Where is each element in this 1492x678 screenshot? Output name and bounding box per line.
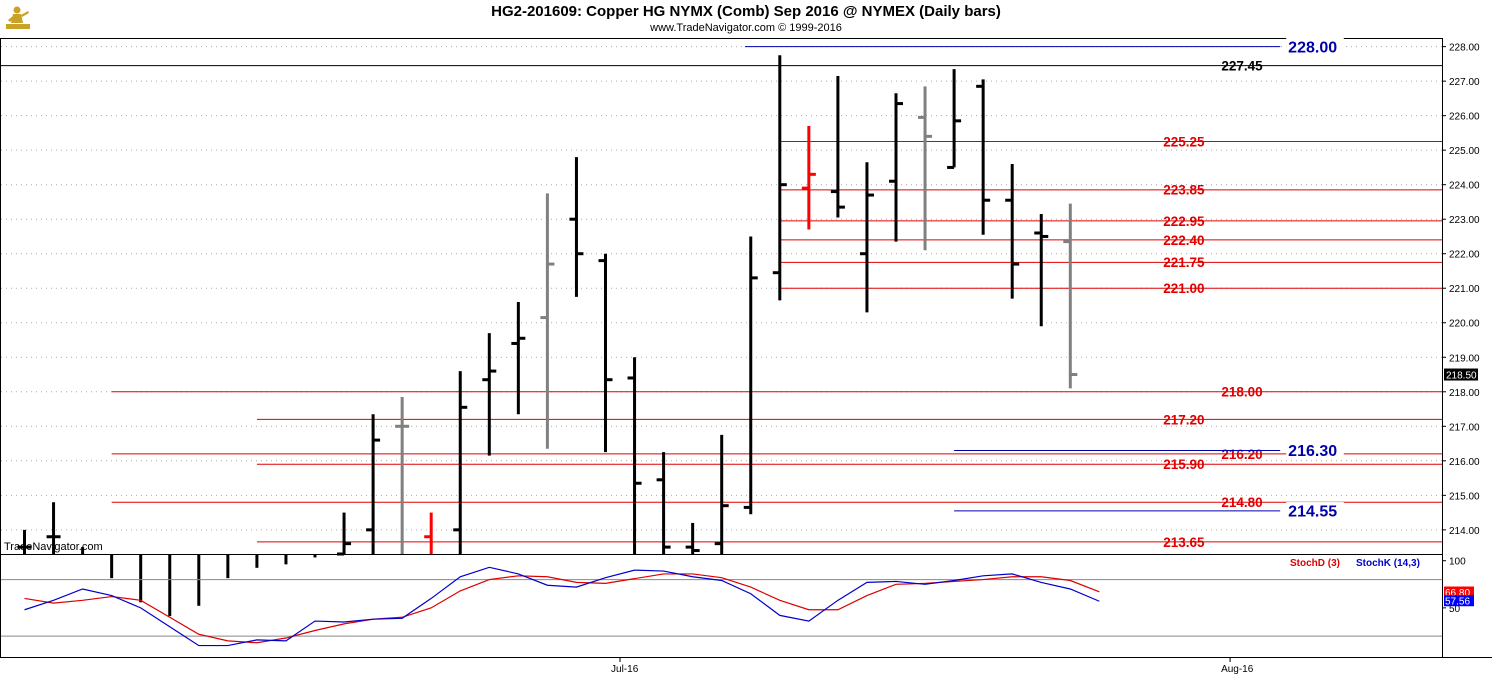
price-bar <box>830 75 845 218</box>
price-bar <box>482 333 497 456</box>
price-tick-label: 227.00 <box>1449 77 1480 88</box>
stoch-pane-frame <box>0 554 1443 658</box>
price-tick-label: 224.00 <box>1449 181 1480 192</box>
chart-title: HG2-201609: Copper HG NYMX (Comb) Sep 20… <box>491 3 1001 20</box>
price-bar <box>801 126 816 230</box>
price-bar <box>714 434 729 554</box>
trader-figure-logo-icon <box>6 6 30 29</box>
stoch-series-line <box>24 573 1100 644</box>
watermark: TradeNavigator.com <box>4 541 103 553</box>
level-label: 214.55 <box>1288 504 1337 521</box>
chart-subtitle: www.TradeNavigator.com © 1999-2016 <box>650 22 842 34</box>
level-label: 227.45 <box>1221 58 1263 73</box>
price-tick-label: 226.00 <box>1449 112 1480 123</box>
price-bar <box>366 414 381 554</box>
price-tick-label: 219.00 <box>1449 353 1480 364</box>
price-tick-label: 223.00 <box>1449 215 1480 226</box>
level-label: 228.00 <box>1288 39 1337 56</box>
price-bar <box>453 371 468 554</box>
stoch-last-value-label: 57.56 <box>1445 597 1470 608</box>
price-bar <box>685 522 700 554</box>
x-tick-label: Aug-16 <box>1221 664 1254 675</box>
level-label-bg <box>1286 441 1344 460</box>
level-label: 222.95 <box>1163 214 1205 229</box>
level-label: 217.20 <box>1163 412 1204 427</box>
price-bar <box>772 55 787 301</box>
price-bar <box>859 162 874 313</box>
level-label: 221.75 <box>1163 255 1205 270</box>
level-label-bg <box>1286 502 1344 520</box>
last-price-label: 218.50 <box>1446 371 1477 382</box>
price-bar <box>743 236 758 515</box>
stoch-tick-label: 50 <box>1449 604 1461 615</box>
price-bar <box>1005 163 1020 299</box>
price-bar <box>569 157 584 297</box>
level-label: 221.00 <box>1163 281 1204 296</box>
level-label: 216.30 <box>1288 443 1337 460</box>
price-bar <box>656 452 671 554</box>
price-bar <box>1063 203 1078 389</box>
price-bar <box>627 357 642 554</box>
stoch-last-value-label: 66.80 <box>1445 588 1470 599</box>
level-label: 214.80 <box>1221 495 1262 510</box>
level-label: 215.90 <box>1163 457 1204 472</box>
price-bar <box>918 86 933 251</box>
level-label: 213.65 <box>1163 535 1205 550</box>
price-tick-label: 220.00 <box>1449 319 1480 330</box>
price-tick-label: 215.00 <box>1449 491 1480 502</box>
price-bar <box>889 93 903 242</box>
price-bar <box>1034 214 1049 327</box>
price-bar <box>976 79 991 235</box>
price-bar <box>46 502 61 554</box>
chart-header: HG2-201609: Copper HG NYMX (Comb) Sep 20… <box>0 0 1492 38</box>
last-price-box <box>1444 368 1478 381</box>
price-tick-label: 218.00 <box>1449 388 1480 399</box>
price-bar <box>424 512 433 554</box>
level-label: 222.40 <box>1163 233 1204 248</box>
stoch-legend-entry: StochD (3) <box>1290 558 1340 569</box>
level-label: 218.00 <box>1221 385 1262 400</box>
price-tick-label: 221.00 <box>1449 284 1480 295</box>
level-label-bg <box>1286 37 1344 56</box>
price-tick-label: 214.00 <box>1449 526 1480 537</box>
price-bar <box>337 512 352 556</box>
price-bar <box>598 253 613 453</box>
stoch-last-value-box <box>1444 595 1474 607</box>
price-bar <box>17 529 32 554</box>
price-tick-label: 225.00 <box>1449 146 1480 157</box>
price-tick-label: 228.00 <box>1449 43 1480 54</box>
price-bar <box>540 193 555 449</box>
stoch-tick-label: 100 <box>1449 557 1466 568</box>
price-bar <box>395 396 410 554</box>
price-tick-label: 222.00 <box>1449 250 1480 261</box>
level-label: 223.85 <box>1163 183 1205 198</box>
level-label: 225.25 <box>1163 134 1205 149</box>
stoch-series-line <box>24 566 1100 647</box>
price-bar <box>947 69 962 169</box>
stoch-legend-entry: StochK (14,3) <box>1356 558 1420 569</box>
level-label: 216.20 <box>1221 447 1262 462</box>
price-bar <box>511 302 526 415</box>
price-tick-label: 217.00 <box>1449 422 1480 433</box>
stoch-last-value-box <box>1444 586 1474 598</box>
price-tick-label: 216.00 <box>1449 457 1480 468</box>
x-tick-label: Jul-16 <box>611 664 639 675</box>
